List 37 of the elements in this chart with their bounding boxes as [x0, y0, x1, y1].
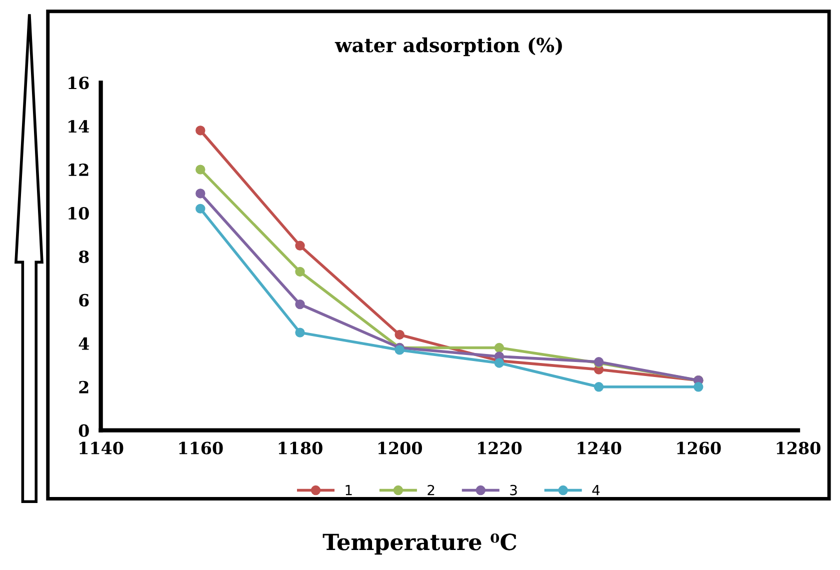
x-tick-label: 1180 — [278, 442, 322, 454]
y-tick-label: 12 — [68, 164, 88, 176]
point — [295, 240, 305, 250]
chart-title: water adsorption (%) — [334, 37, 562, 56]
x-tick-label: 1220 — [478, 442, 522, 454]
point — [394, 345, 404, 355]
point — [295, 328, 305, 338]
point — [394, 330, 404, 340]
y-tick-label: 8 — [78, 250, 89, 264]
point — [196, 164, 206, 174]
legend-label: 2 — [428, 484, 434, 496]
y-tick-label: 2 — [79, 380, 88, 394]
point — [295, 266, 305, 277]
x-tick-label: 1140 — [80, 442, 124, 454]
point — [694, 382, 704, 392]
legend-label: 1 — [346, 485, 352, 496]
y-tick-label: 0 — [78, 424, 89, 437]
legend-label: 3 — [510, 484, 517, 496]
point — [196, 204, 206, 214]
point — [196, 188, 206, 198]
x-tick-label: 1280 — [776, 442, 820, 454]
legend-label: 4 — [592, 485, 600, 496]
x-axis-title: Temperature ⁰C — [322, 534, 516, 555]
point — [494, 358, 504, 368]
y-tick-label: 10 — [68, 207, 89, 220]
y-tick-label: 14 — [68, 120, 90, 132]
point — [295, 299, 305, 310]
x-tick-label: 1200 — [378, 442, 422, 454]
y-tick-label: 6 — [79, 294, 89, 307]
point — [594, 382, 604, 392]
point — [494, 342, 504, 353]
x-tick-label: 1260 — [677, 442, 721, 454]
y-tick-label: 16 — [68, 76, 89, 90]
x-tick-label: 1160 — [179, 442, 223, 454]
point — [196, 126, 206, 136]
x-tick-label: 1240 — [578, 442, 622, 454]
y-tick-label: 4 — [78, 337, 90, 350]
